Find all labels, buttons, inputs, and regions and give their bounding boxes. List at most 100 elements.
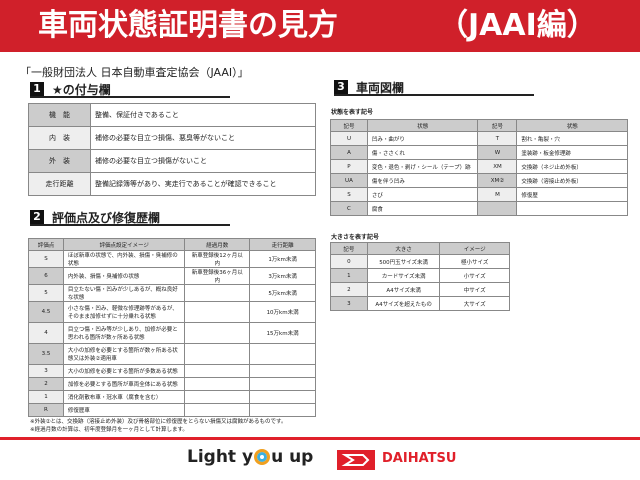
ring-icon <box>254 449 271 465</box>
table-cell: 4 <box>28 322 64 344</box>
table-cell: P <box>330 159 368 174</box>
brand-name: DAIHATSU <box>382 451 457 466</box>
table-cell: R <box>28 403 64 417</box>
row-key: 機 能 <box>28 103 91 127</box>
table-cell: 修復歴車 <box>62 403 186 417</box>
table-cell: 傷を伴う凹み <box>366 173 479 188</box>
table-row: 外 装補修の必要な目立つ損傷がないこと <box>28 149 316 173</box>
row-key: 外 装 <box>28 149 91 173</box>
table-cell <box>249 364 316 378</box>
table-cell: さび <box>366 187 479 202</box>
notes: ※外装②とは、交換跡（溶接止め外装）及び骨格部位に修復歴をとらない損傷又は腐蝕が… <box>30 418 287 434</box>
state-label: 状態を表す記号 <box>331 109 374 116</box>
column-header: 評価点設定イメージ <box>62 238 186 251</box>
table-cell: ほぼ新車の状態で、内外装、損傷・臭補修の状態 <box>62 250 186 268</box>
table-cell: 0 <box>330 254 368 269</box>
column-header: 走行距離 <box>249 238 316 251</box>
table-row: S さび M 修復歴 <box>330 187 628 202</box>
table-cell: M <box>477 187 518 202</box>
table-cell: A4サイズを超えたもの <box>366 296 441 311</box>
page-title-bar: 車両状態証明書の見方 （JAAI編） <box>0 0 640 52</box>
column-header: 状態 <box>516 119 628 132</box>
table-cell: 5 <box>28 284 64 302</box>
section-number: 3 <box>334 80 348 94</box>
table-cell: 500円玉サイズ未満 <box>366 254 441 269</box>
column-header: 記号 <box>330 242 368 255</box>
table-cell: 交換跡（溶接止め外板） <box>516 173 628 188</box>
table-cell: 塗装跡・板金修理跡 <box>516 145 628 160</box>
divider <box>0 437 640 440</box>
table-cell: 消化剤散布車・冠水車（腐食を含む） <box>62 390 186 404</box>
table-cell: 大小の加修を必要とする箇所が数ヶ所ある状態又は外装②適用車 <box>62 343 186 365</box>
section-title: 車両図欄 <box>356 80 405 95</box>
table-cell <box>184 284 251 302</box>
table-cell: 3万km未満 <box>249 267 316 285</box>
table-row: C 腐食 <box>330 201 628 216</box>
table-cell: 目立たない傷・凹みが少しあるが、概ね良好な状態 <box>62 284 186 302</box>
table-row: 4.5 小さな傷・凹み、軽微な修理跡等があるが、そのまま加修せずに十分乗れる状態 1… <box>28 301 316 323</box>
table-cell: 小さな傷・凹み、軽微な修理跡等があるが、そのまま加修せずに十分乗れる状態 <box>62 301 186 323</box>
table-cell <box>249 343 316 365</box>
table-row: 1 消化剤散布車・冠水車（腐食を含む） <box>28 390 316 404</box>
table-cell: W <box>477 145 518 160</box>
table-cell: 極小サイズ <box>439 254 510 269</box>
table-cell: 凹み・曲がり <box>366 131 479 146</box>
row-key: 走行距離 <box>28 172 91 196</box>
table-cell: 3.5 <box>28 343 64 365</box>
table-cell: S <box>330 187 368 202</box>
table-cell: 3 <box>330 296 368 311</box>
table-row: 機 能整備、保証付きであること <box>28 103 316 127</box>
table-cell: 割れ・亀裂・穴 <box>516 131 628 146</box>
row-value: 整備、保証付きであること <box>90 103 316 127</box>
page-title: 車両状態証明書の見方 <box>38 8 338 43</box>
table-cell: 内外装、損傷・臭補修の状態 <box>62 267 186 285</box>
table-cell: 15万km未満 <box>249 322 316 344</box>
section-title: ★の付与欄 <box>52 82 111 97</box>
column-header: 評価点 <box>28 238 64 251</box>
table-cell: A <box>330 145 368 160</box>
slogan-logo: Light y u up <box>187 447 313 467</box>
table-row: 走行距離 整備記録簿等があり、実走行であることが確認できること <box>28 172 316 196</box>
table-cell <box>249 390 316 404</box>
table-cell: 新車登録後36ヶ月以内 <box>184 267 251 285</box>
grade-table: 評価点 評価点設定イメージ 経過月数 走行距離 S ほぼ新車の状態で、内外装、損傷・臭補修… <box>28 238 316 417</box>
table-cell: 2 <box>28 377 64 391</box>
table-cell <box>249 377 316 391</box>
section-title: 評価点及び修復歴欄 <box>52 210 161 225</box>
note: ※外装②とは、交換跡（溶接止め外装）及び骨格部位に修復歴をとらない損傷又は腐蝕が… <box>30 419 287 425</box>
table-cell: 4.5 <box>28 301 64 323</box>
table-row: A 傷・ささくれ W 塗装跡・板金修理跡 <box>330 145 628 160</box>
table-cell: 大サイズ <box>439 296 510 311</box>
header-row: 記号 状態 記号 状態 <box>330 119 628 132</box>
table-cell: 2 <box>330 282 368 297</box>
table-cell <box>184 390 251 404</box>
table-cell: 中サイズ <box>439 282 510 297</box>
table-row: R 修復歴車 <box>28 403 316 417</box>
row-value: 補修の必要な目立つ損傷がないこと <box>90 149 316 173</box>
header-row: 記号 大きさ イメージ <box>330 242 510 255</box>
table-cell: 1 <box>330 268 368 283</box>
column-header: 経過月数 <box>184 238 251 251</box>
size-label: 大きさを表す記号 <box>331 234 380 241</box>
table-cell <box>516 201 628 216</box>
star-table: 機 能整備、保証付きであること内 装補修の必要な目立つ損傷、悪臭等がないこと外 … <box>28 103 316 196</box>
subtitle: 「一般財団法人 日本自動車査定協会（JAAI）」 <box>20 66 249 79</box>
table-row: 内 装補修の必要な目立つ損傷、悪臭等がないこと <box>28 126 316 150</box>
table-cell: カードサイズ未満 <box>366 268 441 283</box>
table-cell: 5万km未満 <box>249 284 316 302</box>
table-cell: 6 <box>28 267 64 285</box>
table-row: 1 カードサイズ未満 小サイズ <box>330 268 510 283</box>
daihatsu-logo-icon <box>337 450 375 470</box>
table-cell <box>184 364 251 378</box>
column-header: 状態 <box>366 119 479 132</box>
state-symbol-table: 記号 状態 記号 状態 U 凹み・曲がり T 割れ・亀裂・穴 A 傷・ささくれ W 塗装跡・板金修理跡… <box>330 119 628 216</box>
table-cell: 修復歴 <box>516 187 628 202</box>
table-cell: UA <box>330 173 368 188</box>
table-cell: 傷・ささくれ <box>366 145 479 160</box>
slogan-text: u up <box>271 447 314 467</box>
table-cell: 腐食 <box>366 201 479 216</box>
header-row: 評価点 評価点設定イメージ 経過月数 走行距離 <box>28 238 316 251</box>
table-cell: XM <box>477 159 518 174</box>
table-row: U 凹み・曲がり T 割れ・亀裂・穴 <box>330 131 628 146</box>
table-cell <box>477 201 518 216</box>
